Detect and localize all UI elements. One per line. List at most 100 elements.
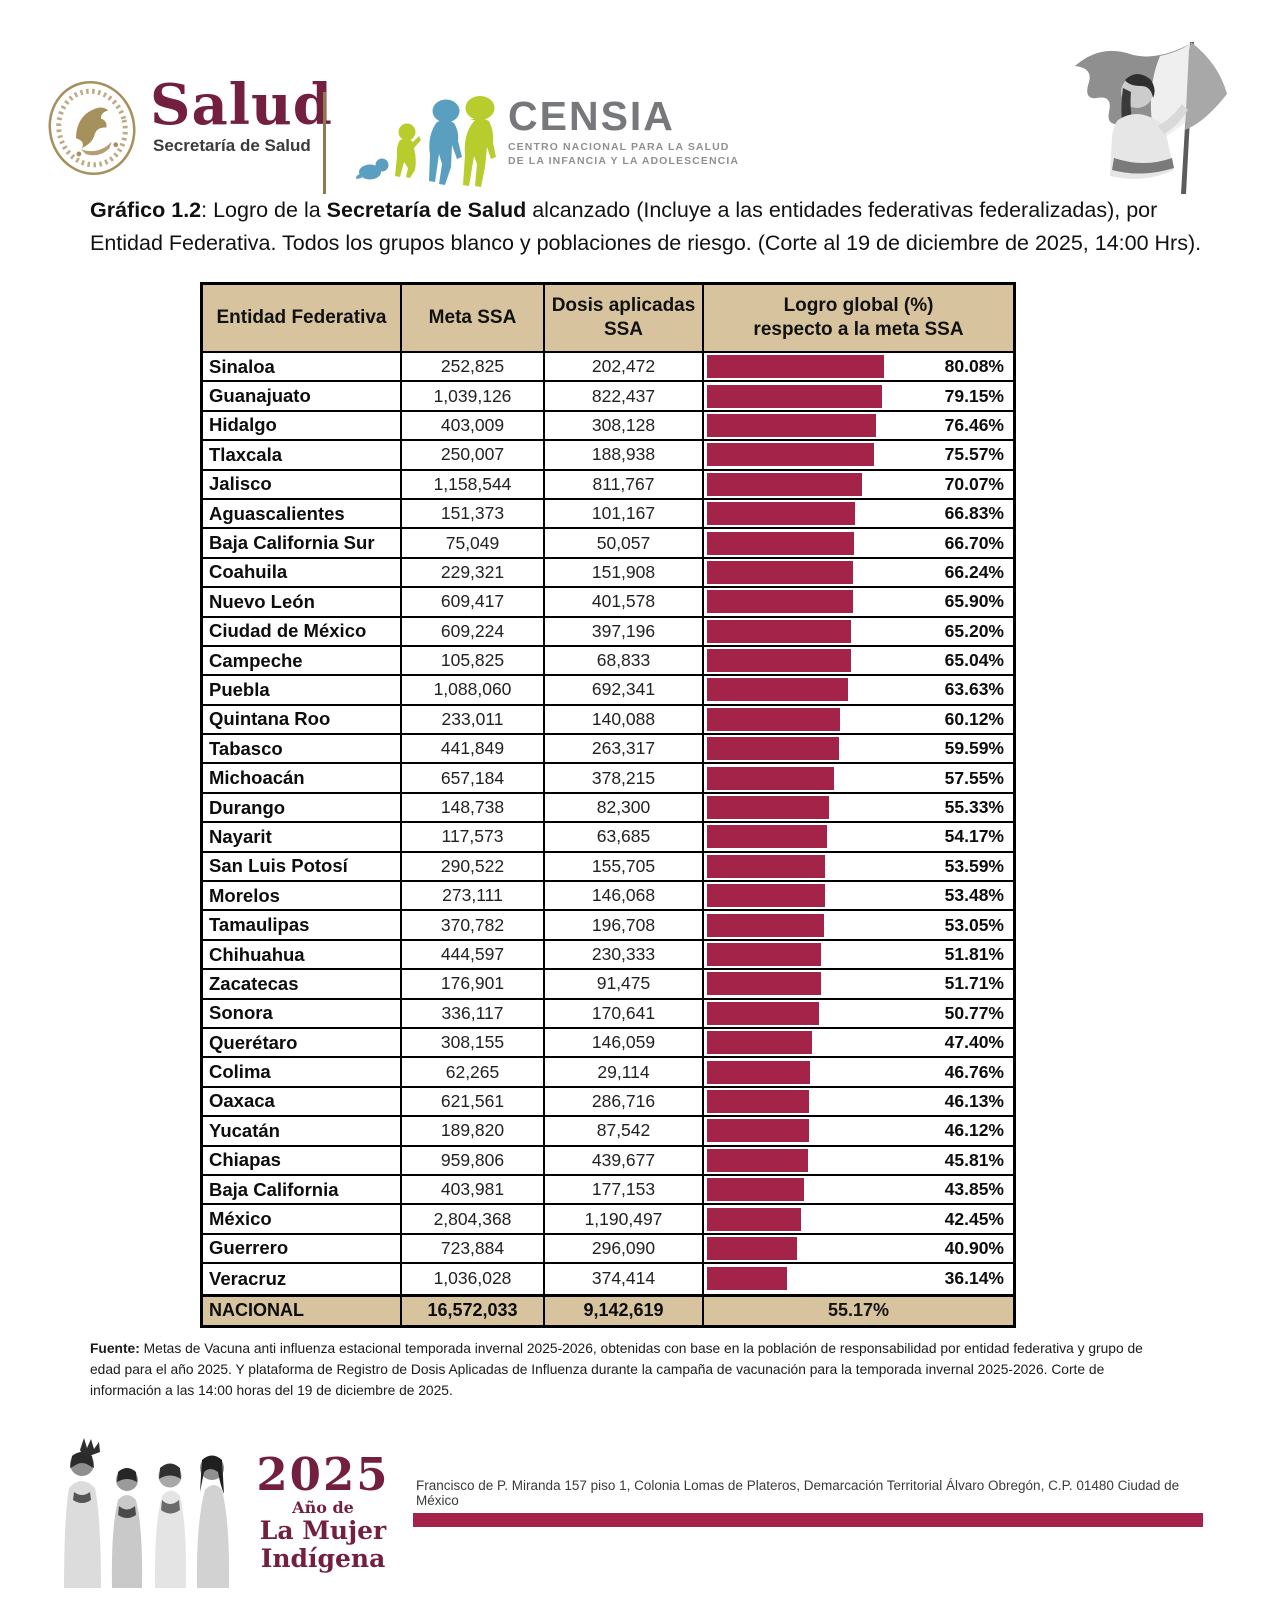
state-name: Hidalgo: [203, 411, 402, 440]
table-row: Michoacán 657,184 378,215 57.55%: [203, 764, 1013, 794]
censia-logo: CENSIA CENTRO NACIONAL PARA LA SALUD DE …: [352, 84, 739, 188]
achievement-cell: 79.15%: [704, 382, 1013, 409]
state-name: Sonora: [203, 999, 402, 1027]
achievement-percent: 50.77%: [944, 1002, 1004, 1023]
meta-value: 336,117: [402, 999, 545, 1027]
state-name: Guanajuato: [203, 382, 402, 410]
achievement-bar: [707, 825, 827, 849]
achievement-cell: 76.46%: [704, 412, 1013, 439]
meta-value: 2,804,368: [402, 1205, 545, 1233]
achievement-bar: [707, 766, 835, 790]
achievement-cell: 50.77%: [704, 1000, 1013, 1027]
achievement-bar: [707, 1060, 811, 1084]
achievement-bar: [707, 1089, 809, 1113]
dosis-value: 177,153: [545, 1175, 704, 1204]
table-row: Zacatecas 176,901 91,475 51.71%: [203, 970, 1013, 1000]
achievement-percent: 57.55%: [944, 767, 1004, 788]
achievement-cell: 51.81%: [704, 941, 1013, 968]
logo-divider: [323, 92, 326, 194]
achievement-percent: 40.90%: [944, 1237, 1004, 1258]
title-segment: : Logro de la: [201, 198, 327, 222]
state-name: Nayarit: [203, 823, 402, 851]
title-segment: alcanzado (Incluye a las entidades feder…: [90, 198, 1202, 255]
col-header-entidad: Entidad Federativa: [203, 285, 402, 351]
year-sub-indigena: Indígena: [260, 1544, 386, 1573]
col-header-logro: Logro global (%) respecto a la meta SSA: [753, 295, 964, 340]
meta-value: 1,036,028: [402, 1264, 545, 1294]
national-row: NACIONAL 16,572,033 9,142,619 55.17%: [203, 1293, 1013, 1325]
year-2025: 2025: [256, 1448, 390, 1501]
bar-track: [707, 796, 928, 820]
chart-title: Gráfico 1.2: Logro de la Secretaría de S…: [90, 194, 1210, 260]
bar-track: [707, 413, 928, 437]
title-segment: Secretaría de Salud: [326, 198, 527, 222]
state-name: Chihuahua: [203, 940, 402, 969]
achievement-cell: 46.12%: [704, 1117, 1013, 1144]
achievement-bar: [707, 854, 826, 878]
bar-track: [707, 443, 928, 467]
achievement-bar: [707, 796, 830, 820]
meta-value: 151,373: [402, 499, 545, 528]
achievement-cell: 40.90%: [704, 1235, 1013, 1262]
meta-value: 1,158,544: [402, 470, 545, 498]
state-name: Tabasco: [203, 735, 402, 763]
dosis-value: 68,833: [545, 646, 704, 675]
state-name: Aguascalientes: [203, 499, 402, 528]
bar-track: [707, 472, 928, 496]
achievement-percent: 43.85%: [944, 1179, 1004, 1200]
achievement-bar: [707, 1119, 809, 1143]
achievement-bar: [707, 443, 874, 467]
salud-logo: Salud Secretaría de Salud: [44, 76, 333, 180]
table-row: Tabasco 441,849 263,317 59.59%: [203, 735, 1013, 765]
achievement-cell: 80.08%: [704, 353, 1013, 380]
table-row: Sinaloa 252,825 202,472 80.08%: [203, 353, 1013, 383]
table-row: Veracruz 1,036,028 374,414 36.14%: [203, 1264, 1013, 1294]
achievement-bar: [707, 1148, 809, 1172]
achievement-bar: [707, 707, 840, 731]
meta-value: 117,573: [402, 823, 545, 851]
meta-value: 723,884: [402, 1234, 545, 1263]
table-row: Tlaxcala 250,007 188,938 75.57%: [203, 441, 1013, 471]
meta-value: 290,522: [402, 852, 545, 881]
achievement-bar: [707, 560, 854, 584]
achievement-cell: 66.24%: [704, 559, 1013, 586]
table-row: Jalisco 1,158,544 811,767 70.07%: [203, 470, 1013, 500]
bar-track: [707, 1148, 928, 1172]
state-name: Baja California Sur: [203, 529, 402, 557]
state-name: Coahuila: [203, 558, 402, 587]
achievement-bar: [707, 1031, 812, 1055]
dosis-value: 146,059: [545, 1028, 704, 1057]
dosis-value: 286,716: [545, 1087, 704, 1116]
achievement-percent: 65.20%: [944, 620, 1004, 641]
dosis-value: 230,333: [545, 940, 704, 969]
achievement-bar: [707, 913, 825, 937]
achievement-percent: 65.90%: [944, 591, 1004, 612]
state-name: Oaxaca: [203, 1087, 402, 1116]
achievement-percent: 36.14%: [944, 1268, 1004, 1289]
meta-value: 441,849: [402, 735, 545, 763]
bar-track: [707, 1060, 928, 1084]
achievement-bar: [707, 649, 851, 673]
state-name: Ciudad de México: [203, 617, 402, 645]
table-body: Sinaloa 252,825 202,472 80.08% Guanajuat…: [203, 353, 1013, 1294]
dosis-value: 82,300: [545, 793, 704, 822]
table-row: Nuevo León 609,417 401,578 65.90%: [203, 588, 1013, 618]
state-name: Durango: [203, 793, 402, 822]
source-label: Fuente:: [90, 1341, 140, 1356]
meta-value: 75,049: [402, 529, 545, 557]
dosis-value: 196,708: [545, 911, 704, 939]
censia-family-figures-icon: [356, 96, 496, 187]
achievement-cell: 59.59%: [704, 735, 1013, 762]
mexico-eagle-seal-icon: [48, 80, 136, 176]
table-row: Chihuahua 444,597 230,333 51.81%: [203, 940, 1013, 971]
achievement-percent: 53.05%: [944, 914, 1004, 935]
achievement-bar: [707, 1207, 801, 1231]
bar-track: [707, 1236, 928, 1260]
meta-value: 308,155: [402, 1028, 545, 1057]
meta-value: 403,981: [402, 1175, 545, 1204]
bar-track: [707, 1089, 928, 1113]
table-row: Quintana Roo 233,011 140,088 60.12%: [203, 705, 1013, 736]
table-row: Querétaro 308,155 146,059 47.40%: [203, 1028, 1013, 1059]
col-header-dosis: Dosis aplicadas SSA: [545, 285, 704, 351]
